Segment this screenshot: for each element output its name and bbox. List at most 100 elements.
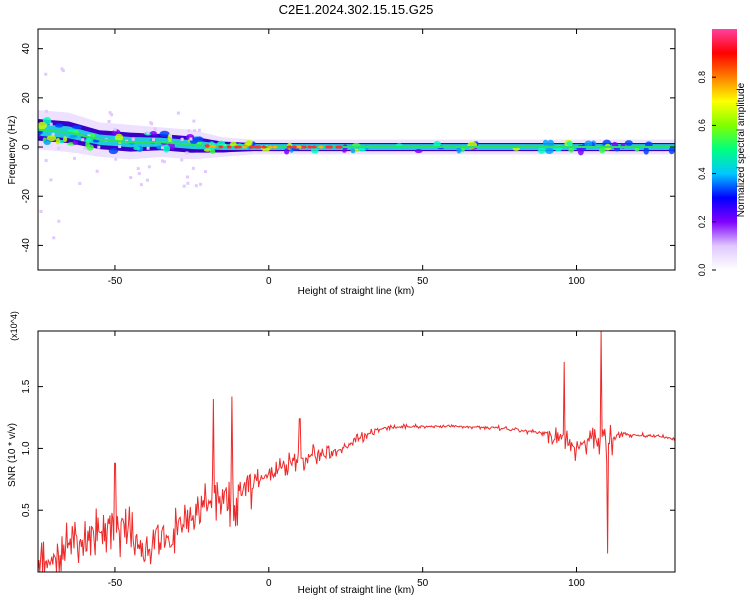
spectrogram-speckle	[245, 139, 253, 146]
spectrogram-speckle	[568, 147, 575, 153]
y-tick-label: -20	[21, 189, 32, 204]
spectrogram-y-ticks: -40 -20 0 20 40	[21, 43, 675, 253]
spectrogram-speckle	[55, 137, 61, 145]
spectrogram-outlier	[199, 182, 203, 186]
snr-line	[38, 331, 675, 572]
spectrogram-outlier	[49, 178, 53, 182]
snr-panel: -50 0 50 100 0.5 1.0 1.5 Height of straight l…	[7, 311, 676, 596]
spectrogram-speckle	[85, 137, 92, 143]
spectrogram-outlier	[129, 176, 133, 180]
spectrogram-speckle	[634, 146, 640, 152]
spectrogram-peak	[318, 145, 324, 149]
spectrogram-speckle	[46, 135, 57, 142]
spectrogram-outlier	[185, 151, 189, 155]
y-tick-label: 40	[21, 43, 32, 55]
spectrogram-speckle	[584, 140, 593, 148]
spectrogram-peak	[242, 145, 248, 149]
spectrogram-outlier	[203, 170, 207, 174]
spectrogram-speckle	[414, 149, 423, 154]
spectrogram-outlier	[145, 178, 149, 182]
spectrogram-outlier	[191, 166, 195, 170]
spectrogram-outlier	[118, 145, 122, 149]
colorbar: 0.0 0.2 0.4 0.6 0.8 Normalized spectral ampl…	[697, 29, 747, 276]
colorbar-label: Normalized spectral amplitude	[736, 82, 747, 217]
spectrogram-speckle	[542, 139, 549, 146]
spectrogram-speckle	[133, 146, 141, 151]
spectrogram-outlier	[147, 165, 151, 169]
snr-y-multiplier: (x10^4)	[9, 311, 19, 341]
spectrogram-outlier	[169, 134, 173, 138]
spectrogram-outlier	[161, 146, 165, 150]
spectrogram-outlier	[146, 131, 150, 135]
spectrogram-peak	[286, 145, 292, 149]
spectrogram-outlier	[44, 72, 48, 76]
spectrogram-peak	[327, 145, 333, 149]
spectrogram-peak	[218, 145, 224, 149]
spectrogram-speckle	[554, 144, 563, 152]
colorbar-tick-label: 0.8	[697, 71, 707, 84]
spectrogram-outlier	[57, 146, 61, 150]
spectrogram-outlier	[180, 158, 184, 162]
spectrogram-speckle	[217, 140, 226, 147]
spectrogram-y-axis-label: Frequency (Hz)	[7, 116, 18, 185]
spectrogram-outlier	[193, 129, 197, 133]
spectrogram-peak	[291, 145, 297, 149]
x-tick-label: 100	[568, 578, 585, 589]
y-tick-label: 20	[21, 92, 32, 104]
spectrogram-speckle	[69, 134, 78, 139]
spectrogram-outlier	[139, 183, 143, 187]
colorbar-tick-label: 0.4	[697, 167, 707, 180]
spectrogram-peak	[268, 145, 274, 149]
spectrogram-outlier	[57, 219, 61, 223]
spectrogram-peak	[296, 145, 302, 149]
spectrogram-speckle	[59, 139, 64, 144]
spectrogram-speckle	[54, 123, 64, 128]
spectrogram-outlier	[180, 137, 184, 141]
spectrogram-speckle	[624, 140, 633, 146]
x-tick-label: 50	[417, 578, 429, 589]
colorbar-tick-label: 0.0	[697, 264, 707, 277]
spectrogram-speckle	[72, 140, 78, 145]
spectrogram-outlier	[176, 111, 180, 115]
spectrogram-outlier	[60, 67, 64, 71]
spectrogram-outlier	[160, 159, 164, 163]
spectrogram-outlier	[150, 122, 154, 126]
spectrogram-speckle	[108, 147, 119, 155]
spectrogram-ridge	[38, 128, 675, 149]
spectrogram-peak	[211, 144, 217, 148]
spectrogram-outlier	[61, 69, 65, 73]
snr-line-layer	[38, 331, 675, 572]
x-tick-label: 0	[266, 276, 272, 287]
spectrogram-outlier	[187, 129, 191, 133]
x-tick-label: 0	[266, 578, 272, 589]
spectrogram-outlier	[131, 137, 135, 141]
spectrogram-speckle	[114, 133, 124, 142]
snr-x-axis-label: Height of straight line (km)	[298, 585, 415, 596]
spectrogram-outlier	[97, 145, 101, 149]
spectrogram-speckle	[150, 131, 157, 136]
spectrogram-outlier	[162, 160, 166, 164]
snr-x-ticks: -50 0 50 100	[108, 331, 585, 589]
spectrogram-speckle	[163, 144, 171, 153]
spectrogram-frame	[37, 28, 676, 271]
spectrogram-heatmap	[38, 67, 675, 240]
spectrogram-outlier	[44, 109, 48, 113]
spectrogram-speckle	[43, 139, 51, 146]
spectrogram-speckle	[38, 121, 47, 130]
spectrogram-speckle	[537, 147, 546, 154]
spectrogram-speckle	[283, 148, 290, 155]
spectrogram-outlier	[78, 181, 82, 185]
colorbar-tick-label: 0.2	[697, 216, 707, 229]
spectrogram-speckle	[159, 130, 170, 137]
spectrogram-peak	[335, 145, 341, 149]
spectrogram-speckle	[210, 148, 216, 155]
spectrogram-peak	[301, 145, 307, 149]
spectrogram-speckle	[456, 146, 462, 154]
spectrogram-peak	[226, 145, 232, 149]
spectrogram-speckle	[358, 147, 366, 152]
y-tick-label: 0.5	[21, 503, 32, 517]
colorbar-tick-label: 0.6	[697, 119, 707, 132]
snr-y-axis-label: SNR (10 * v/v)	[7, 423, 18, 487]
spectrogram-speckle	[203, 148, 212, 152]
